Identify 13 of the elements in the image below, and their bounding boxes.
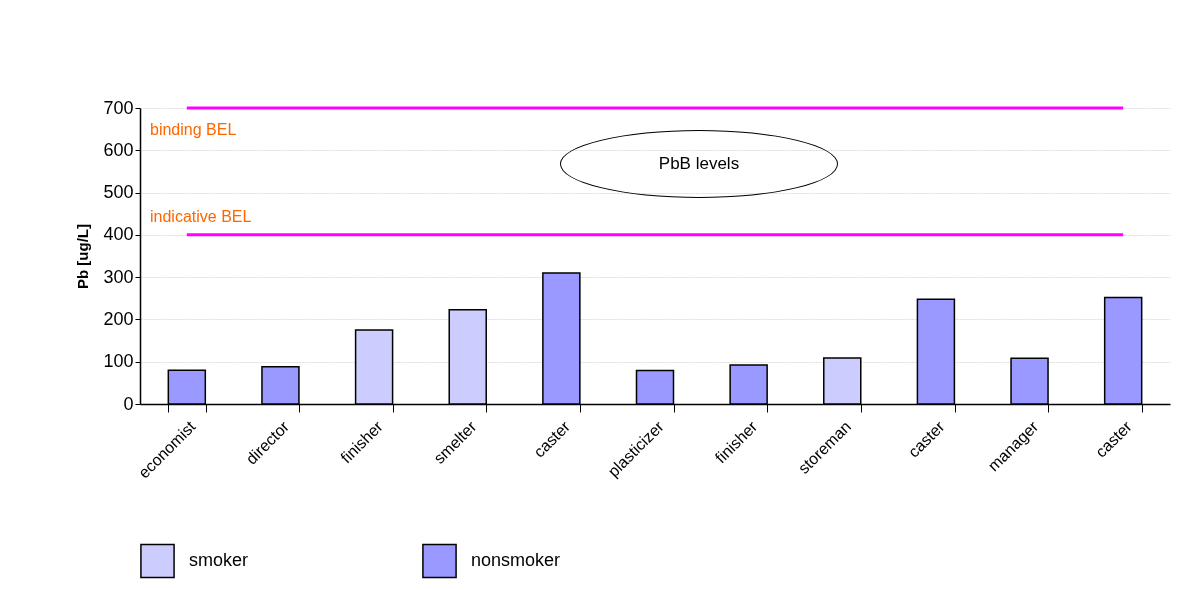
y-tick-label: 200 xyxy=(103,308,134,329)
y-tick-label: 400 xyxy=(103,224,134,245)
y-axis-title: Pb [ug/L] xyxy=(74,224,92,289)
legend-label: smoker xyxy=(189,549,249,570)
y-tick-label: 700 xyxy=(103,97,134,118)
ref-line-label: indicative BEL xyxy=(150,207,252,225)
y-tick-label: 500 xyxy=(103,182,134,203)
y-tick-label: 600 xyxy=(103,139,134,160)
y-tick-label: 0 xyxy=(123,393,134,414)
legend-label: nonsmoker xyxy=(471,549,561,570)
y-tick-label: 100 xyxy=(103,351,134,372)
ref-line-label: binding BEL xyxy=(150,121,237,138)
y-tick-label: 300 xyxy=(103,266,134,287)
